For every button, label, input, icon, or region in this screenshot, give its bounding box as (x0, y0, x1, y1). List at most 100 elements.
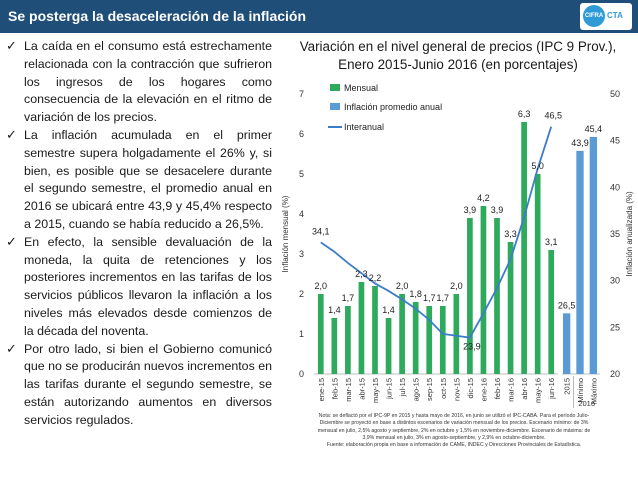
monthly-bar-label: 6,3 (518, 109, 531, 119)
note-line: Fuente: elaboración propia en base a inf… (326, 442, 582, 449)
x-tick-label: oct-15 (439, 378, 448, 399)
annual-group-label: 2016 (578, 399, 595, 408)
y-tick-left: 5 (299, 169, 304, 179)
legend-swatch-annual (330, 103, 340, 110)
bullet-item: ✓ En efecto, la sensible devaluación de … (4, 234, 272, 341)
note-line: mensual en julio, 2,5% agosto y septiemb… (317, 427, 591, 434)
annual-bar (563, 313, 571, 374)
annual-x-tick-label: 2015 (563, 378, 572, 395)
annual-x-tick-label: Máximo (589, 378, 598, 404)
x-tick-label: abr-15 (357, 378, 366, 400)
legend-label-monthly: Mensual (344, 83, 378, 93)
monthly-bar-label: 3,9 (464, 205, 477, 215)
bullet-item: ✓ La inflación acumulada en el primer se… (4, 127, 272, 234)
bullet-list: ✓ La caída en el consumo está estrechame… (4, 38, 272, 430)
y-tick-right: 50 (610, 89, 620, 99)
x-tick-label: ago-15 (412, 378, 421, 401)
annual-bars (563, 136, 597, 374)
interannual-annotation: 34,1 (312, 226, 330, 236)
monthly-bar (317, 294, 324, 374)
monthly-bar (426, 306, 433, 374)
checkmark-icon: ✓ (6, 234, 17, 250)
bullet-text: En efecto, la sensible devaluación de la… (24, 234, 272, 338)
monthly-bar-label: 1,8 (409, 289, 422, 299)
x-tick-label: mar-15 (344, 378, 353, 402)
annual-bar-label: 43,9 (571, 138, 589, 148)
y-tick-right: 30 (610, 276, 620, 286)
monthly-bar (453, 294, 460, 374)
x-tick-label: may-16 (534, 378, 543, 403)
monthly-bar (385, 318, 392, 374)
note-line: Diciembre se proyectó en base a distinto… (319, 420, 589, 427)
monthly-bar (521, 122, 527, 374)
monthly-bar (534, 174, 541, 374)
monthly-bar (467, 218, 473, 374)
logo-mark: CIFRA (583, 5, 605, 27)
chart-title-line2: Enero 2015-Junio 2016 (en porcentajes) (338, 57, 578, 72)
y-tick-left: 7 (299, 89, 304, 99)
monthly-bar (507, 242, 514, 374)
y-tick-left: 0 (299, 369, 304, 379)
x-tick-label: abr-16 (520, 378, 529, 400)
checkmark-icon: ✓ (6, 127, 17, 143)
y-tick-left: 6 (299, 129, 304, 139)
monthly-bar-label: 1,4 (382, 305, 395, 315)
bullet-item: ✓ Por otro lado, si bien el Gobierno com… (4, 341, 272, 430)
y-tick-right: 25 (610, 322, 620, 332)
monthly-bar (480, 206, 487, 374)
interannual-line (320, 126, 553, 339)
x-tick-label: ene-16 (479, 378, 488, 401)
data-labels: 2,01,41,72,3 2,21,42,01,8 1,7 1,72,03,94,23… (312, 109, 602, 352)
y-tick-right: 35 (610, 229, 620, 239)
x-tick-label: sep-15 (425, 378, 434, 401)
bullet-text: La inflación acumulada en el primer seme… (24, 127, 272, 231)
x-tick-label: nov-15 (452, 378, 461, 401)
y-tick-right: 40 (610, 182, 620, 192)
bullet-text: Por otro lado, si bien el Gobierno comun… (24, 341, 272, 427)
legend-label-annual: Inflación promedio anual (344, 102, 442, 112)
inflation-chart: 2,01,41,72,3 2,21,42,01,8 1,7 1,72,03,94,23… (281, 83, 634, 408)
annual-bar (589, 136, 597, 374)
y-tick-left: 1 (299, 329, 304, 339)
note-line: Nota: se deflactó por el IPC-9P en 2015 … (318, 413, 590, 419)
bullet-item: ✓ La caída en el consumo está estrechame… (4, 38, 272, 127)
monthly-bar (399, 294, 405, 374)
legend-label-interannual: Interanual (344, 122, 384, 132)
monthly-bar-label: 2,0 (315, 281, 328, 291)
annual-bar-label: 45,4 (585, 124, 603, 134)
monthly-bar-label: 4,2 (477, 193, 490, 203)
y-axis-label-left: Inflación mensual (%) (281, 195, 290, 272)
monthly-bar (358, 282, 365, 374)
chart-legend: Mensual Inflación promedio anual Interanua… (328, 83, 442, 132)
x-tick-label: ene-15 (317, 378, 326, 401)
y-tick-left: 3 (299, 249, 304, 259)
interannual-annotation: 46,5 (544, 111, 562, 121)
checkmark-icon: ✓ (6, 39, 17, 54)
x-tick-label: may-15 (371, 378, 380, 403)
checkmark-icon: ✓ (6, 341, 17, 357)
monthly-bar-label: 3,9 (491, 205, 504, 215)
monthly-bar (372, 286, 378, 374)
page-title: Se posterga la desaceleración de la infl… (8, 8, 307, 24)
monthly-bar-label: 1,4 (328, 305, 341, 315)
monthly-bar (345, 306, 351, 374)
x-tick-label: dic-15 (466, 378, 475, 398)
monthly-bar-label: 3,1 (545, 237, 558, 247)
x-tick-label: feb-16 (493, 378, 502, 399)
y-tick-right: 20 (610, 369, 620, 379)
annual-x-tick-label: Mínimo (576, 378, 585, 403)
x-tick-label: jun-16 (547, 378, 556, 400)
x-tick-label: jun-15 (385, 378, 394, 400)
chart-title-line1: Variación en el nivel general de precios… (299, 39, 617, 54)
monthly-bar (548, 250, 555, 374)
header-bar: Se posterga la desaceleración de la infl… (0, 0, 638, 33)
monthly-bar (439, 306, 446, 374)
y-tick-right: 45 (610, 136, 620, 146)
annual-bar-label: 26,5 (558, 300, 576, 310)
y-tick-left: 2 (299, 289, 304, 299)
logo-text: CTA (607, 11, 623, 20)
monthly-bar (494, 218, 500, 374)
interannual-annotation: 23,9 (463, 342, 481, 352)
monthly-bar-label: 1,7 (342, 293, 355, 303)
